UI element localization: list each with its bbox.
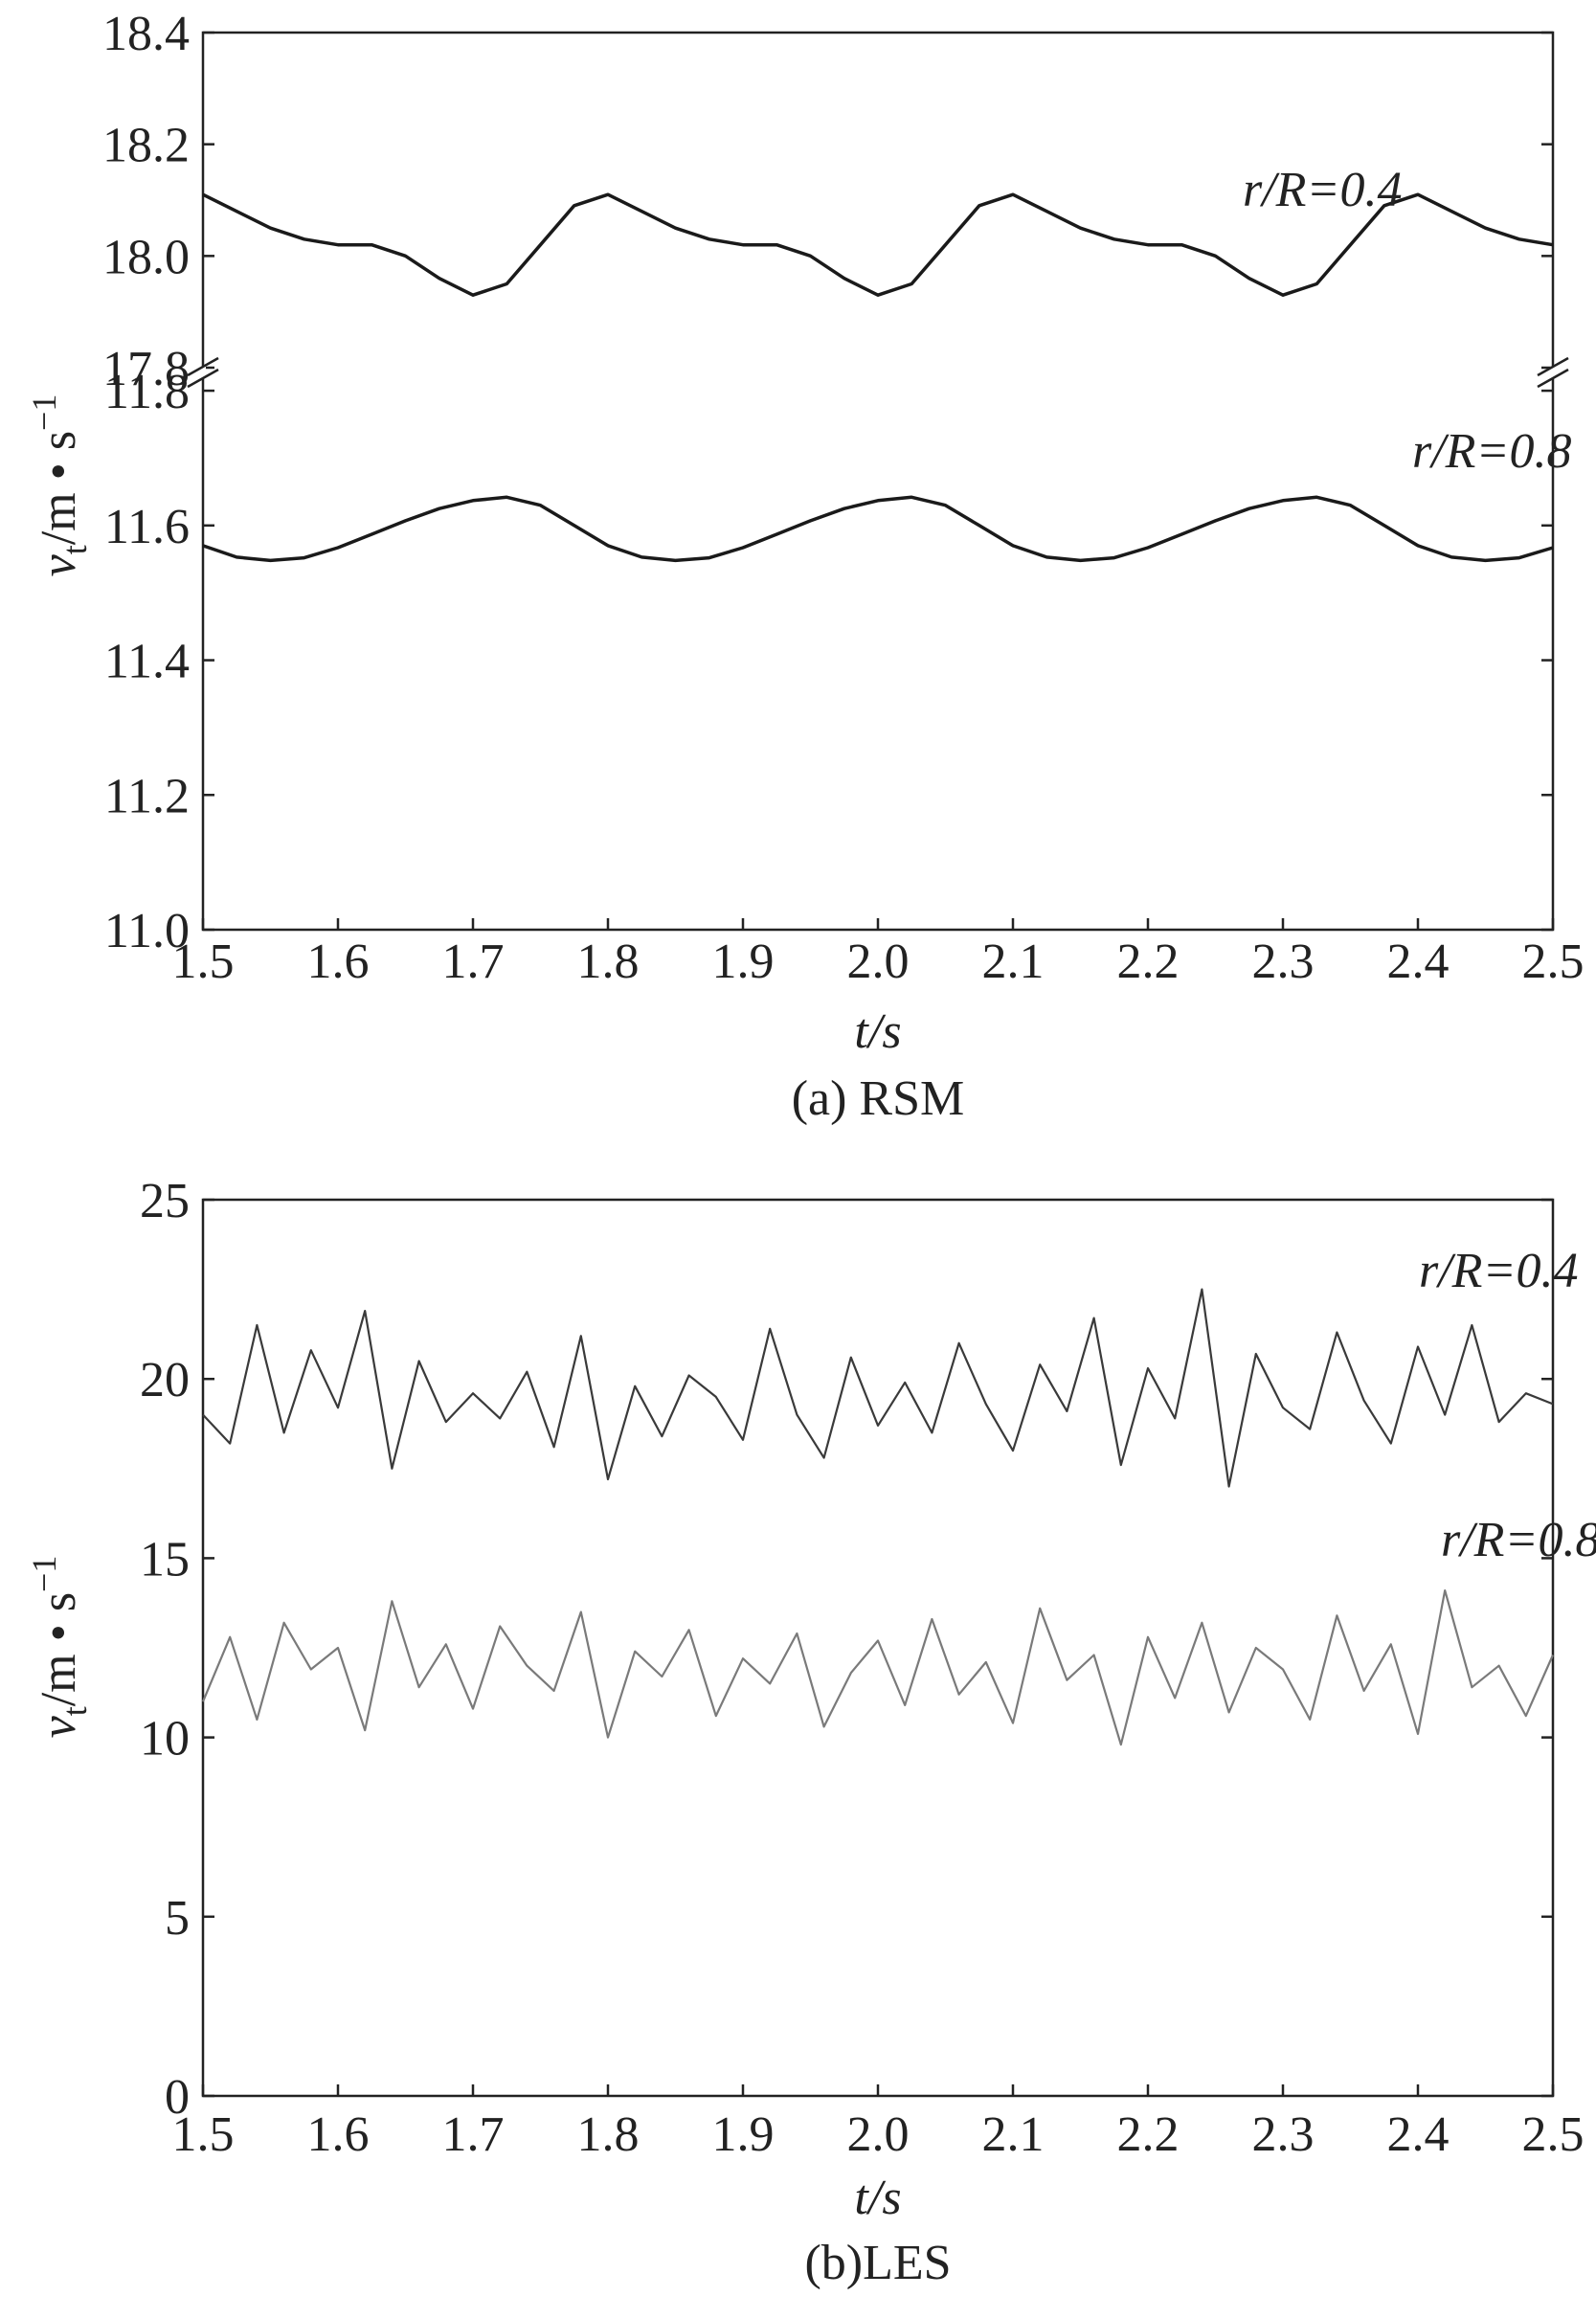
caption: (a) RSM: [792, 1071, 965, 1126]
y-label-symbol: v: [32, 553, 86, 576]
y-label-symbol: v: [32, 1715, 86, 1738]
y-label-exponent: −1: [25, 1556, 63, 1592]
caption: (b)LES: [804, 2236, 951, 2290]
x-axis-label: t/s: [854, 1004, 901, 1059]
y-label-exponent: −1: [25, 394, 63, 431]
data-line: [201, 1589, 1555, 1746]
x-tick-label: 2.0: [847, 2107, 910, 2162]
x-tick-label: 1.6: [307, 2107, 370, 2162]
y-tick-label: 11.4: [104, 635, 190, 689]
y-axis-label: vt/m • s−1: [25, 394, 94, 577]
x-tick-label: 1.9: [712, 934, 775, 989]
x-tick-label: 1.9: [712, 2107, 775, 2162]
axis-break-gap: [200, 367, 206, 378]
y-tick-label: 0: [165, 2070, 190, 2125]
axis-break: [1537, 356, 1569, 377]
data-line: [202, 192, 1554, 297]
series-label: r/R=0.8: [1441, 1513, 1596, 1567]
data-line: [202, 495, 1554, 563]
data-line: [202, 1288, 1554, 1488]
y-tick-label: 11.0: [104, 904, 190, 958]
y-label-unit: /m • s: [32, 431, 86, 545]
axis-break: [187, 356, 219, 377]
x-tick-label: 1.7: [442, 934, 505, 989]
x-tick-label: 2.4: [1387, 2107, 1450, 2162]
y-label-subscript: t: [56, 1706, 94, 1716]
x-tick-label: 1.7: [442, 2107, 505, 2162]
series-label: r/R=0.4: [1243, 163, 1403, 217]
y-tick-label: 15: [140, 1532, 190, 1587]
x-tick-label: 1.8: [577, 934, 640, 989]
series-label: r/R=0.4: [1419, 1244, 1579, 1298]
y-tick-label: 25: [140, 1174, 190, 1228]
y-tick-label: 5: [165, 1891, 190, 1946]
x-tick-label: 2.3: [1252, 2107, 1315, 2162]
y-tick-label: 20: [140, 1353, 190, 1407]
y-tick-label: 17.8: [102, 342, 190, 396]
x-tick-label: 1.5: [172, 2107, 235, 2162]
axis-break-gap: [1550, 367, 1556, 378]
y-tick-label: 11.2: [104, 769, 190, 823]
x-tick-label: 1.6: [307, 934, 370, 989]
x-tick-label: 1.8: [577, 2107, 640, 2162]
x-tick-label: 2.1: [982, 2107, 1045, 2162]
x-tick-label: 2.4: [1387, 934, 1450, 989]
plot-frame: [201, 1198, 1555, 2098]
axis-break: [1537, 368, 1569, 389]
y-axis-label: vt/m • s−1: [25, 1556, 94, 1739]
y-label-unit: /m • s: [32, 1592, 86, 1706]
y-tick-label: 11.6: [104, 500, 190, 554]
y-tick-label: 18.4: [102, 7, 190, 61]
y-label-subscript: t: [56, 545, 94, 554]
x-tick-label: 2.5: [1522, 2107, 1585, 2162]
series-label: r/R=0.8: [1412, 424, 1572, 479]
y-tick-label: 18.0: [102, 230, 190, 284]
x-tick-label: 2.2: [1117, 2107, 1180, 2162]
y-tick-label: 10: [140, 1712, 190, 1767]
x-axis-label: t/s: [854, 2171, 901, 2225]
x-tick-label: 2.3: [1252, 934, 1315, 989]
x-tick-label: 2.2: [1117, 934, 1180, 989]
x-tick-label: 2.0: [847, 934, 910, 989]
y-tick-label: 11.8: [104, 365, 190, 419]
x-tick-label: 1.5: [172, 934, 235, 989]
x-tick-label: 2.1: [982, 934, 1045, 989]
axis-break: [187, 368, 219, 389]
y-tick-label: 18.2: [102, 119, 190, 173]
x-tick-label: 2.5: [1522, 934, 1585, 989]
